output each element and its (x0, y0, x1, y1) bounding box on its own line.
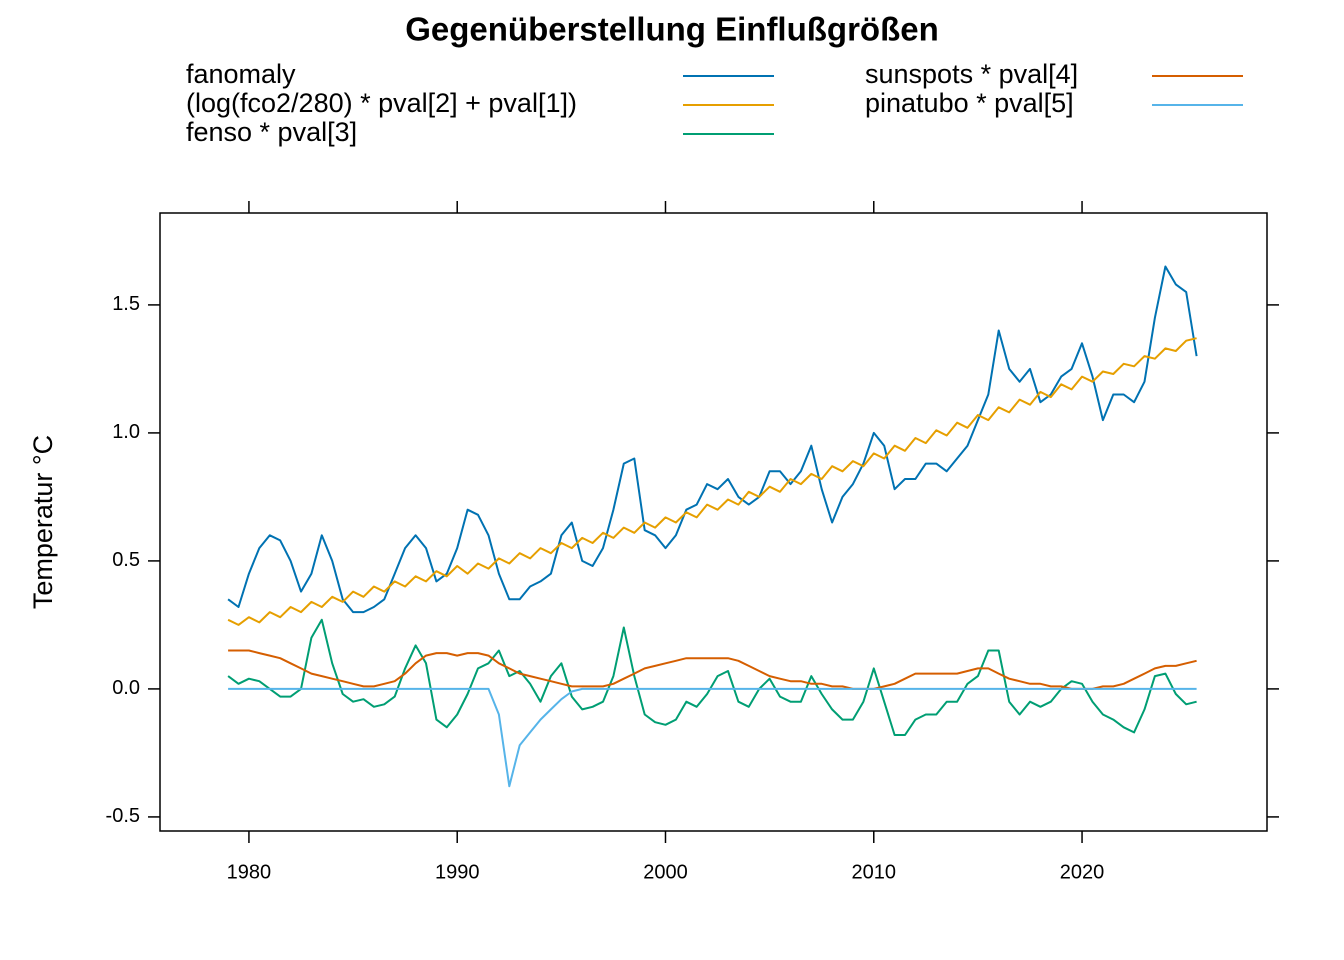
y-axis-label: Temperatur °C (28, 435, 58, 609)
y-tick-label: 1.5 (112, 293, 140, 315)
series-line (228, 687, 1197, 788)
series-line (228, 649, 1197, 690)
y-tick-label: 0.0 (112, 677, 140, 699)
legend-label: fanomaly (186, 59, 296, 89)
legend-label: sunspots * pval[4] (865, 59, 1078, 89)
legend-label: (log(fco2/280) * pval[2] + pval[1]) (186, 88, 577, 118)
chart-title: Gegenüberstellung Einflußgrößen (405, 11, 939, 48)
x-tick-label: 2020 (1060, 861, 1105, 883)
series-line (227, 618, 1197, 736)
plot-frame (159, 212, 1268, 832)
legend-label: fenso * pval[3] (186, 117, 357, 147)
y-tick-label: -0.5 (106, 805, 140, 827)
legend-label: pinatubo * pval[5] (865, 88, 1074, 118)
x-tick-label: 2000 (643, 861, 688, 883)
x-tick-label: 1990 (435, 861, 480, 883)
series-line (227, 337, 1197, 626)
y-tick-label: 0.5 (112, 549, 140, 571)
x-tick-label: 2010 (852, 861, 897, 883)
series-line (227, 265, 1198, 614)
y-tick-label: 1.0 (112, 421, 140, 443)
x-tick-label: 1980 (227, 861, 272, 883)
